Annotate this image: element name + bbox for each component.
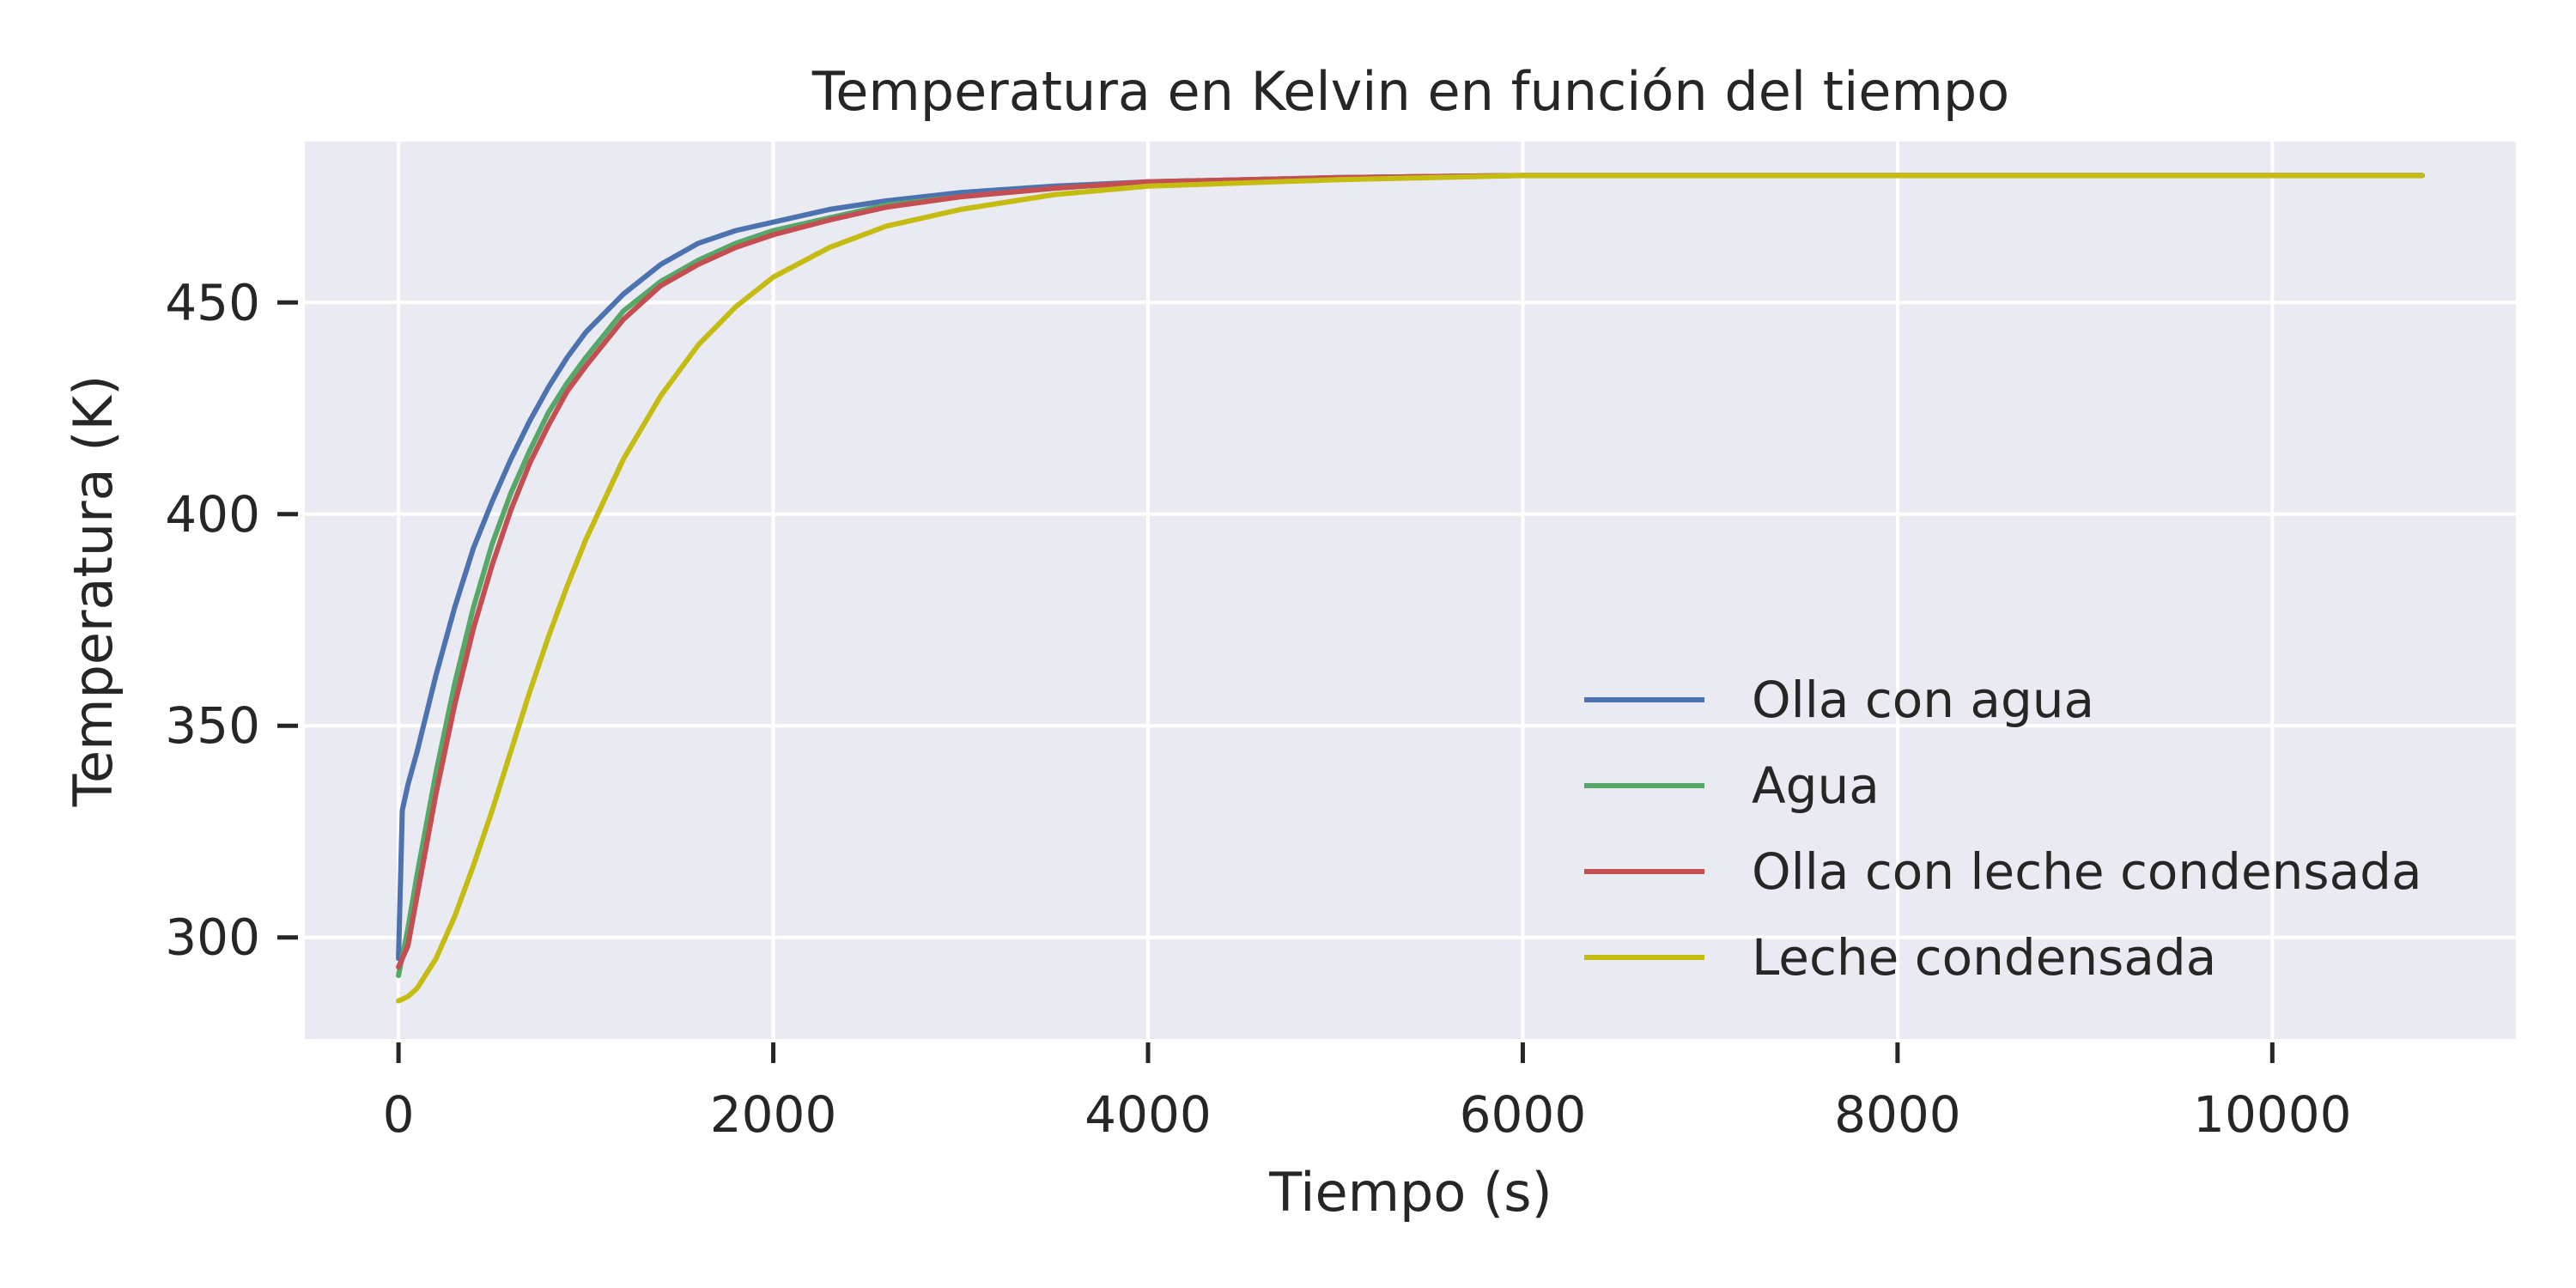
y-axis-ticks: 300 350 400 450: [165, 273, 298, 967]
x-axis-label: Tiempo (s): [1268, 1161, 1552, 1224]
legend-label: Olla con leche condensada: [1752, 842, 2422, 901]
x-tick-label: 8000: [1834, 1085, 1961, 1144]
x-tick-label: 2000: [710, 1085, 837, 1144]
legend: Olla con agua Agua Olla con leche condensa…: [1584, 671, 2422, 987]
series-line-olla-con-leche-condensada: [396, 173, 2425, 970]
x-axis-ticks: 0 2000 4000 6000 8000 10000: [383, 1042, 2352, 1144]
x-tick-label: 6000: [1460, 1085, 1587, 1144]
x-tick-label: 4000: [1084, 1085, 1212, 1144]
legend-label: Agua: [1752, 756, 1880, 815]
x-tick-label: 10000: [2193, 1085, 2352, 1144]
chart-title: Temperatura en Kelvin en función del tie…: [811, 60, 2009, 123]
series-line-leche-condensada: [396, 173, 2425, 1004]
y-tick-label: 400: [165, 485, 260, 544]
plot-area: [305, 142, 2516, 1039]
x-tick-label: 0: [383, 1085, 415, 1144]
series-layer: [396, 173, 2425, 1004]
y-axis-label: Temperatura (K): [62, 375, 125, 808]
legend-label: Leche condensada: [1752, 928, 2216, 987]
y-tick-label: 300: [165, 908, 260, 967]
legend-label: Olla con agua: [1752, 671, 2094, 729]
y-tick-label: 450: [165, 273, 260, 331]
y-tick-label: 350: [165, 696, 260, 755]
gridlines: [305, 142, 2516, 1039]
